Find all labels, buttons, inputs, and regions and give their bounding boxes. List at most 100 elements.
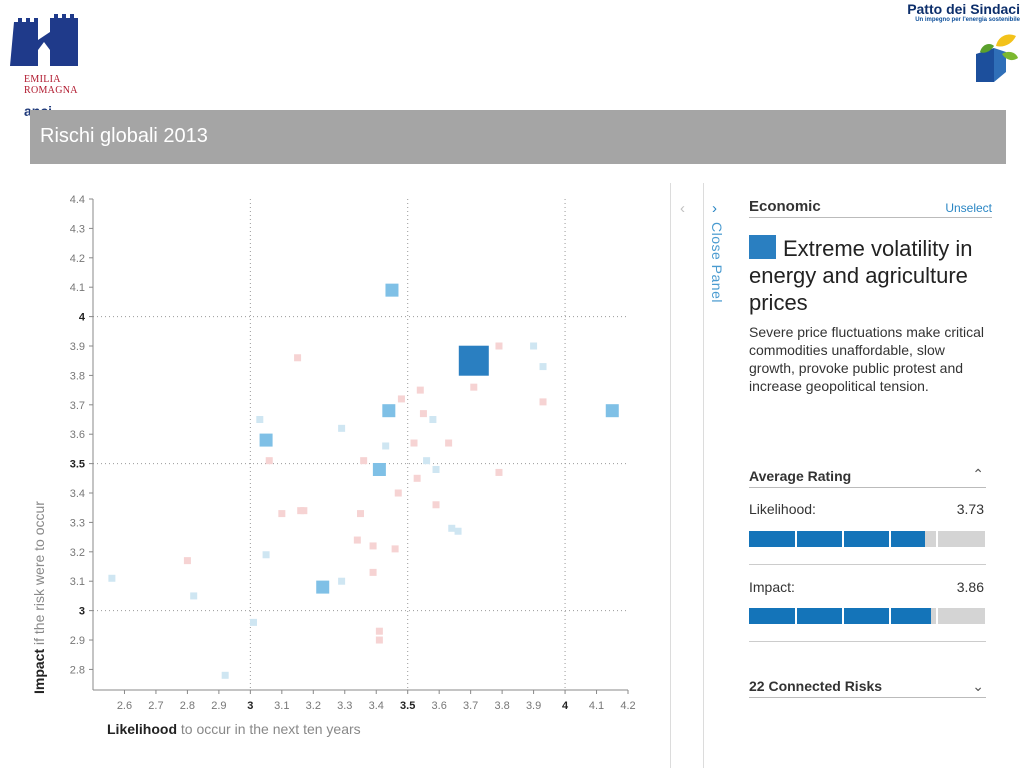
risk-point-other xyxy=(413,474,421,482)
title-bar: Rischi globali 2013 xyxy=(30,110,1006,164)
risk-detail-panel: Economic Unselect Extreme volatility in … xyxy=(749,198,992,395)
x-tick-label: 3.6 xyxy=(432,700,447,712)
risk-point-economic xyxy=(539,363,547,371)
risk-point-economic xyxy=(454,527,462,535)
y-tick-label: 3.1 xyxy=(70,576,85,588)
risk-title-block: Extreme volatility in energy and agricul… xyxy=(749,235,992,316)
risk-point-connected xyxy=(316,580,330,594)
x-tick-label: 2.7 xyxy=(148,700,163,712)
y-tick-label: 3.9 xyxy=(70,341,85,353)
risk-point-other xyxy=(470,383,478,391)
impact-label: Impact: xyxy=(749,579,795,595)
y-tick-label: 4.1 xyxy=(70,282,85,294)
risk-point-selected xyxy=(458,345,489,376)
x-tick-label: 4.2 xyxy=(620,700,635,712)
emilia-romagna-logo: EMILIA ROMAGNA anci xyxy=(8,4,98,118)
risk-category: Economic xyxy=(749,198,821,215)
logo-title: Patto dei Sindaci xyxy=(907,1,1020,17)
risk-point-other xyxy=(265,457,273,465)
risk-point-economic xyxy=(448,524,456,532)
risk-point-economic xyxy=(108,574,116,582)
x-tick-label: 3.8 xyxy=(494,700,509,712)
risk-point-other xyxy=(394,489,402,497)
chevron-right-icon[interactable]: › xyxy=(712,200,717,217)
x-tick-label: 3.4 xyxy=(369,700,384,712)
risk-point-other xyxy=(397,395,405,403)
likelihood-bar-fill xyxy=(749,531,926,547)
unselect-link[interactable]: Unselect xyxy=(945,201,992,215)
panel-divider-right xyxy=(703,183,704,768)
risk-point-other xyxy=(432,501,440,509)
risk-point-other xyxy=(419,410,427,418)
risk-scatter-chart: 4.4 4.3 4.2 4.1 4 3.9 3.8 3.7 3.6 3.5 3.4 3.3 3.2 3.1… xyxy=(31,194,636,737)
risk-point-connected xyxy=(385,283,399,297)
connected-risks-header[interactable]: 22 Connected Risks ⌄ xyxy=(749,678,986,698)
risk-point-other xyxy=(360,457,368,465)
risk-point-other xyxy=(369,568,377,576)
castle-icon xyxy=(10,14,78,66)
risk-point-connected xyxy=(372,462,386,476)
logo-line-2: ROMAGNA xyxy=(24,85,78,96)
risk-point-connected xyxy=(259,433,273,447)
risk-point-other xyxy=(294,354,302,362)
risk-point-economic xyxy=(256,416,264,424)
separator xyxy=(749,641,986,642)
panel-header: Economic Unselect xyxy=(749,198,992,218)
y-tick-label: 4.4 xyxy=(70,194,85,206)
risk-point-economic xyxy=(250,618,257,626)
risk-point-other xyxy=(300,507,308,515)
connected-risks-section[interactable]: 22 Connected Risks ⌄ xyxy=(749,678,986,698)
likelihood-bar xyxy=(749,531,985,547)
risk-point-economic xyxy=(338,424,346,432)
risk-point-other xyxy=(391,545,399,553)
y-tick-label: 3.2 xyxy=(70,547,85,559)
impact-bar xyxy=(749,608,985,624)
x-tick-label: 4.1 xyxy=(589,700,604,712)
risk-point-economic xyxy=(429,416,437,424)
risk-point-economic xyxy=(423,457,431,465)
y-tick-label: 3.6 xyxy=(70,429,85,441)
y-tick-label: 3.5 xyxy=(70,459,85,471)
x-tick-label: 3.7 xyxy=(463,700,478,712)
risk-point-other xyxy=(416,386,424,394)
panel-divider-left xyxy=(670,183,671,768)
patto-dei-sindaci-logo: Patto dei Sindaci Un impegno per l'energ… xyxy=(874,0,1024,95)
risk-point-other xyxy=(495,342,503,350)
risk-point-economic xyxy=(382,442,390,450)
risk-point-other xyxy=(495,468,503,476)
x-tick-label: 3.5 xyxy=(400,700,415,712)
likelihood-label: Likelihood: xyxy=(749,501,816,517)
y-tick-label: 4.2 xyxy=(70,253,85,265)
risk-point-economic xyxy=(190,592,198,600)
chevron-up-icon[interactable]: ⌃ xyxy=(972,466,984,482)
risk-point-economic xyxy=(530,342,538,350)
risk-point-economic xyxy=(338,577,346,585)
page-title: Rischi globali 2013 xyxy=(40,125,208,147)
separator xyxy=(749,564,986,565)
x-tick-label: 3.3 xyxy=(337,700,352,712)
likelihood-rating: Likelihood: 3.73 xyxy=(749,501,986,547)
x-tick-label: 4 xyxy=(562,700,569,712)
impact-bar-fill xyxy=(749,608,932,624)
y-tick-label: 3.7 xyxy=(70,400,85,412)
average-rating-header[interactable]: Average Rating ⌃ xyxy=(749,466,986,488)
x-tick-label: 3.9 xyxy=(526,700,541,712)
y-tick-label: 2.9 xyxy=(70,635,85,647)
risk-point-connected xyxy=(605,404,619,418)
y-tick-label: 2.8 xyxy=(70,664,85,676)
risk-title: Extreme volatility in energy and agricul… xyxy=(749,236,973,315)
average-rating-section[interactable]: Average Rating ⌃ xyxy=(749,466,986,488)
risk-point-other xyxy=(445,439,453,447)
risk-description: Severe price fluctuations make critical … xyxy=(749,324,984,394)
risk-point-other xyxy=(183,557,191,565)
risk-point-other xyxy=(410,439,418,447)
chevron-left-icon[interactable]: ‹ xyxy=(680,200,685,217)
connected-risks-title: 22 Connected Risks xyxy=(749,678,883,694)
x-tick-label: 3.2 xyxy=(306,700,321,712)
y-axis-title: Impact if the risk were to occur xyxy=(31,501,47,694)
average-rating-title: Average Rating xyxy=(749,468,852,484)
y-tick-label: 3.4 xyxy=(70,488,85,500)
chevron-down-icon[interactable]: ⌄ xyxy=(972,678,984,694)
close-panel-button[interactable]: Close Panel xyxy=(709,222,725,303)
impact-value: 3.86 xyxy=(956,579,984,595)
